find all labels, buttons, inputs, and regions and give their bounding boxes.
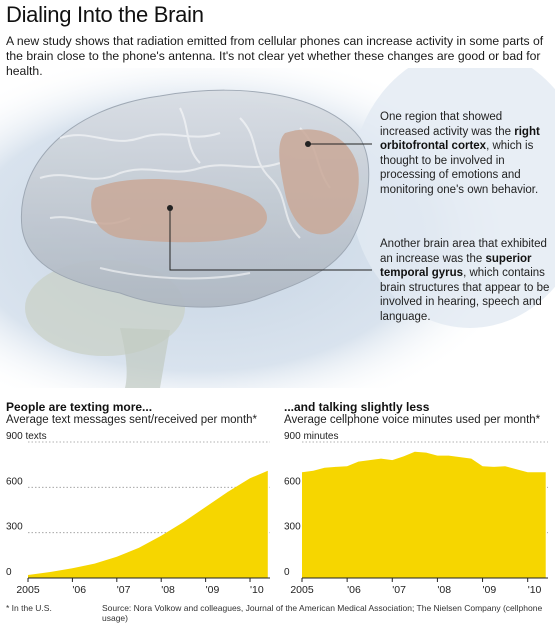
talking-chart-subtitle: Average cellphone voice minutes used per… <box>284 414 541 426</box>
brain-illustration <box>0 68 555 388</box>
talking-y-tick-label: 600 <box>284 476 301 487</box>
talking-x-tick-label: 2005 <box>290 584 314 596</box>
orbitofrontal-cortex-region <box>279 129 359 235</box>
callout-temporal-pre: Another brain area that exhibited an inc… <box>380 238 547 265</box>
footnote: * In the U.S. <box>6 603 52 613</box>
callout-orbitofrontal-term: right orbitofrontal cortex <box>380 125 540 153</box>
talking-x-tick-label: '10 <box>528 584 542 596</box>
texting-y-tick-label: 900 texts <box>6 431 47 442</box>
brainstem-shape <box>120 328 170 388</box>
texting-area-series <box>28 470 268 578</box>
background-cloud-right <box>350 68 555 328</box>
marker-orbitofrontal <box>305 141 311 147</box>
callout-temporal: Another brain area that exhibited an inc… <box>380 237 550 325</box>
texting-chart-subtitle: Average text messages sent/received per … <box>6 414 258 426</box>
callout-orbitofrontal-post: , which is thought to be involved in pro… <box>380 140 539 196</box>
talking-chart-title: ...and talking slightly less <box>284 400 430 414</box>
source-line: Source: Nora Volkow and colleagues, Jour… <box>102 603 543 623</box>
texting-x-tick-label: 2005 <box>16 584 40 596</box>
talking-x-tick-label: '09 <box>483 584 497 596</box>
talking-area-chart: 0 300 600 900 minutes 2005 '06 '07 '08 '09 '10 <box>284 431 548 596</box>
superior-temporal-gyrus-region <box>91 178 267 243</box>
texting-x-tick-label: '08 <box>161 584 175 596</box>
marker-temporal <box>167 205 173 211</box>
texting-y-tick-label: 600 <box>6 476 23 487</box>
texting-y-tick-label: 0 <box>6 567 12 578</box>
callout-temporal-term: superior temporal gyrus <box>380 252 532 280</box>
texting-x-tick-label: '07 <box>117 584 131 596</box>
texting-x-tick-label: '09 <box>206 584 220 596</box>
callout-orbitofrontal: One region that showed increased activit… <box>380 110 550 198</box>
texting-area-chart: 0 300 600 900 texts 2005 '06 '07 '08 '09 '10 <box>6 431 270 596</box>
callout-orbitofrontal-pre: One region that showed increased activit… <box>380 111 512 138</box>
texting-chart-title: People are texting more... <box>6 400 153 414</box>
texting-x-tick-label: '06 <box>72 584 86 596</box>
callout-temporal-post: , which contains brain structures that a… <box>380 267 550 323</box>
talking-y-tick-label: 900 minutes <box>284 431 338 442</box>
talking-area-series <box>302 451 546 578</box>
page-title: Dialing Into the Brain <box>6 2 204 27</box>
leader-line-temporal <box>169 208 372 271</box>
talking-x-tick-label: '08 <box>437 584 451 596</box>
talking-x-tick-label: '07 <box>392 584 406 596</box>
page-subtitle: A new study shows that radiation emitted… <box>6 34 544 78</box>
texting-x-tick-label: '10 <box>250 584 264 596</box>
talking-y-tick-label: 300 <box>284 522 301 533</box>
talking-y-tick-label: 0 <box>284 567 290 578</box>
texting-y-tick-label: 300 <box>6 522 23 533</box>
talking-x-tick-label: '06 <box>347 584 361 596</box>
